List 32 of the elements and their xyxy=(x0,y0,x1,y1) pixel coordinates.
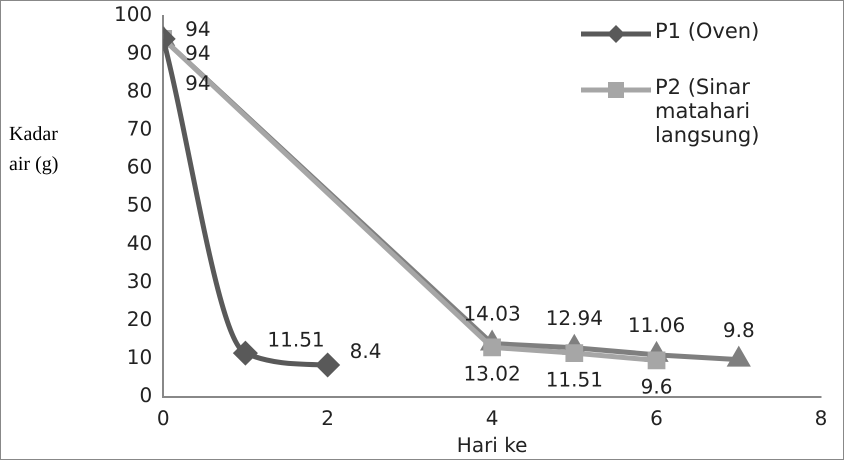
data-label: 13.02 xyxy=(463,362,521,386)
y-tick-label: 0 xyxy=(139,383,152,408)
data-label: 11.51 xyxy=(267,327,325,352)
data-label: 8.4 xyxy=(350,339,382,364)
legend-label: P1 (Oven) xyxy=(655,19,760,43)
y-tick-label: 40 xyxy=(126,230,152,255)
data-label: 94 xyxy=(185,17,211,42)
data-label: 94 xyxy=(185,41,211,66)
data-label: 9.6 xyxy=(640,374,672,399)
y-tick-label: 100 xyxy=(114,2,152,26)
y-tick-label: 90 xyxy=(126,40,152,64)
y-axis-title: Kadar air (g) xyxy=(9,122,60,177)
legend-label: P2 (Sinar matahari langsung) xyxy=(655,75,760,147)
x-tick-label: 6 xyxy=(650,406,663,430)
y-tick-label: 70 xyxy=(126,116,152,141)
data-label: 11.06 xyxy=(628,313,686,338)
data-label: 12.94 xyxy=(546,306,603,330)
x-tick-label: 4 xyxy=(486,406,498,430)
y-tick-label: 20 xyxy=(126,307,152,332)
x-tick-label: 0 xyxy=(156,406,170,430)
x-tick-label: 2 xyxy=(321,406,334,430)
data-label: 11.51 xyxy=(546,367,603,392)
data-label: 9.8 xyxy=(722,318,755,342)
data-label: 94 xyxy=(185,71,211,96)
y-tick-label: 60 xyxy=(126,154,152,179)
y-tick-label: 50 xyxy=(126,192,152,217)
data-label: 14.03 xyxy=(463,302,521,326)
y-tick-label: 80 xyxy=(126,78,152,102)
x-axis-title: Hari ke xyxy=(456,433,528,458)
x-tick-label: 8 xyxy=(814,406,828,430)
y-tick-label: 10 xyxy=(126,345,152,370)
y-tick-label: 30 xyxy=(126,268,152,293)
